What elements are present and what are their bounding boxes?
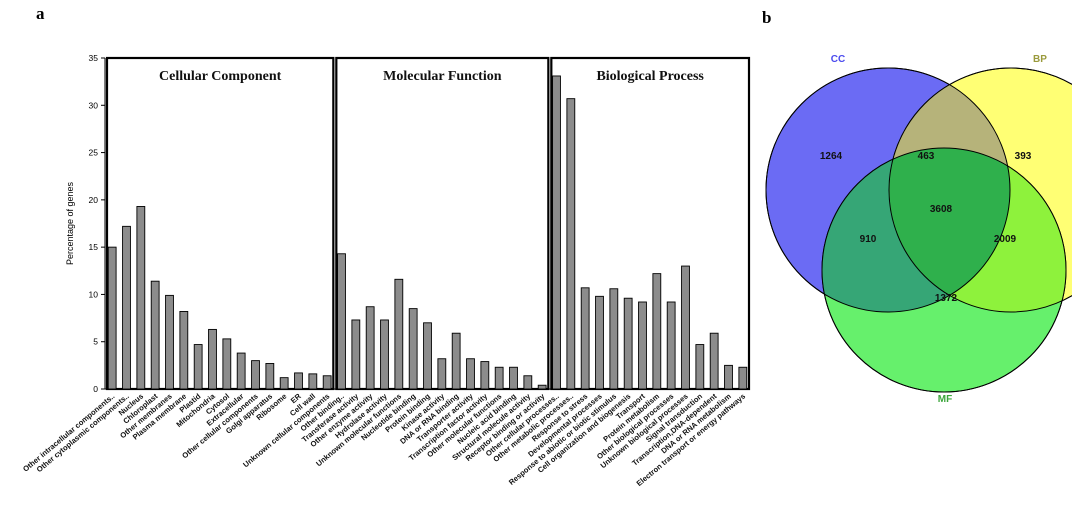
bar	[179, 311, 189, 390]
bar	[580, 287, 590, 390]
bar	[724, 364, 733, 390]
bar	[681, 265, 690, 390]
bar	[236, 352, 246, 390]
y-tick-label: 0	[93, 384, 98, 394]
category-group-title: Cellular Component	[159, 69, 282, 84]
bar	[509, 366, 518, 390]
bar	[423, 322, 432, 390]
venn-count-bp-only: 393	[1015, 151, 1032, 162]
bar	[322, 375, 332, 390]
bar	[552, 75, 561, 390]
y-tick-label: 35	[89, 53, 99, 63]
venn-count-cc-only: 1264	[820, 151, 843, 162]
bar	[394, 278, 404, 390]
bar	[466, 358, 475, 390]
venn-outline-cc	[765, 67, 1011, 313]
panel-b-label: b	[762, 8, 772, 27]
venn-set-label-bp: BP	[1033, 54, 1047, 65]
bar	[294, 372, 303, 390]
bar	[695, 344, 705, 390]
bar	[437, 358, 447, 390]
bar	[595, 295, 604, 390]
bar	[265, 363, 275, 390]
bar	[408, 308, 418, 390]
venn-region-triple-fill	[889, 148, 1010, 312]
venn-count-cc-bp: 463	[918, 151, 935, 162]
panel-a-label: a	[36, 4, 45, 23]
bar	[107, 246, 117, 390]
bar	[609, 288, 619, 390]
bar	[523, 375, 533, 390]
venn-region-triple-inner	[889, 148, 1010, 312]
bar-chart: 0 5 10 15 20 25 30 35 Percentage of genes Cellula…	[21, 53, 751, 488]
bar	[709, 332, 719, 390]
bar	[308, 373, 318, 390]
bar	[208, 328, 217, 390]
venn-diagram: CC BP MF 1264 393 463 3608 910 2009 1372	[765, 54, 1072, 405]
venn-set-label-cc: CC	[831, 54, 845, 65]
bar	[165, 294, 174, 390]
venn-count-mf-only: 1372	[935, 293, 958, 304]
bar	[136, 206, 146, 390]
bar	[193, 344, 203, 390]
bar	[623, 297, 633, 390]
bar	[494, 366, 504, 390]
y-tick-label: 10	[89, 289, 99, 299]
x-tick-label: Other intracellular components..	[21, 392, 116, 474]
bar	[222, 338, 232, 390]
category-group-title: Biological Process	[596, 69, 704, 84]
y-tick-label: 20	[89, 195, 99, 205]
y-tick-label: 25	[89, 148, 99, 158]
y-axis-label: Percentage of genes	[65, 181, 75, 265]
bar	[666, 301, 676, 390]
bar	[251, 360, 260, 390]
bar	[638, 301, 647, 390]
y-tick-label: 30	[89, 100, 99, 110]
bar	[337, 253, 346, 390]
bar	[380, 319, 389, 390]
category-group-frame	[550, 56, 751, 391]
bar	[738, 366, 748, 390]
bar	[122, 225, 131, 390]
category-group-frame	[105, 56, 335, 391]
bar	[365, 306, 375, 390]
bar	[150, 280, 160, 390]
y-tick-label: 5	[93, 337, 98, 347]
venn-outline-bp	[888, 67, 1072, 313]
bar	[279, 377, 289, 390]
bar	[537, 384, 547, 390]
bar	[652, 273, 662, 390]
venn-count-cc-bp-mf: 3608	[930, 204, 953, 215]
venn-count-cc-mf: 910	[860, 234, 877, 245]
x-tick-label: Other cytoplasmic components..	[35, 392, 131, 475]
venn-set-label-mf: MF	[938, 394, 952, 405]
venn-count-bp-mf: 2009	[994, 234, 1017, 245]
category-group-title: Molecular Function	[383, 69, 502, 84]
y-tick-label: 15	[89, 242, 99, 252]
bar	[566, 98, 576, 390]
bar	[480, 361, 490, 390]
bar	[351, 319, 361, 390]
venn-region-triple	[889, 148, 1010, 312]
bar	[451, 332, 461, 390]
venn-outline-mf	[821, 147, 1067, 393]
